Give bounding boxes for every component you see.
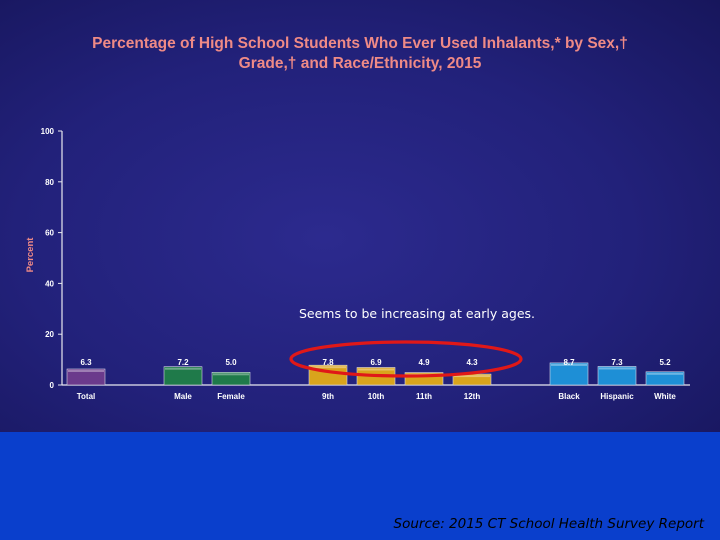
bar-total	[66, 368, 106, 386]
bar-male	[163, 366, 203, 386]
category-label: Male	[174, 392, 192, 401]
category-label: 12th	[464, 392, 481, 401]
category-label: 10th	[368, 392, 385, 401]
category-label: 11th	[416, 392, 432, 401]
y-tick-label: 20	[45, 330, 54, 339]
category-label: Total	[77, 392, 96, 401]
bar-chart: 0 20 40 60 80 100 Percent 6.3 Total 7.2 Male 5.0 Fe…	[25, 127, 690, 401]
category-label: Hispanic	[600, 392, 634, 401]
bar-hispanic	[597, 366, 637, 386]
bar-highlight	[68, 369, 104, 372]
value-label: 5.2	[659, 358, 671, 367]
bar-black	[549, 362, 589, 386]
footer-band	[0, 432, 720, 540]
highlight-ellipse	[289, 340, 523, 378]
bar-highlight	[647, 372, 683, 375]
y-tick-label: 60	[45, 229, 54, 238]
value-label: 7.2	[177, 358, 189, 367]
chart-annotation: Seems to be increasing at early ages.	[298, 306, 536, 321]
y-tick-label: 40	[45, 279, 54, 288]
value-label: 6.9	[370, 358, 382, 367]
bar-highlight	[165, 367, 201, 370]
y-tick-label: 0	[50, 381, 55, 390]
value-label: 6.3	[80, 358, 92, 367]
bar-white	[645, 371, 685, 386]
value-label: 7.8	[322, 358, 334, 367]
bar-highlight	[551, 363, 587, 366]
chart-title-line-2: Grade,† and Race/Ethnicity, 2015	[238, 55, 482, 72]
category-label: 9th	[322, 392, 334, 401]
chart-title: Percentage of High School Students Who E…	[40, 34, 680, 74]
value-label: 5.0	[225, 358, 237, 367]
y-tick-label: 80	[45, 178, 54, 187]
category-label: Female	[217, 392, 245, 401]
value-label: 4.3	[466, 358, 478, 367]
bar-highlight	[310, 366, 346, 369]
bar-highlight	[358, 368, 394, 371]
chart-panel	[0, 0, 720, 432]
bar-highlight	[599, 367, 635, 370]
y-tick-label: 100	[41, 127, 55, 136]
bar-female	[211, 371, 251, 386]
category-label: Black	[558, 392, 580, 401]
bar-highlight	[213, 373, 249, 376]
chart-title-line-1: Percentage of High School Students Who E…	[92, 35, 628, 52]
source-caption: Source: 2015 CT School Health Survey Rep…	[393, 516, 704, 532]
y-axis-title: Percent	[25, 237, 36, 273]
category-label: White	[654, 392, 676, 401]
value-label: 7.3	[611, 358, 623, 367]
value-label: 8.7	[563, 358, 575, 367]
bar-highlight	[454, 375, 490, 378]
value-label: 4.9	[418, 358, 430, 367]
